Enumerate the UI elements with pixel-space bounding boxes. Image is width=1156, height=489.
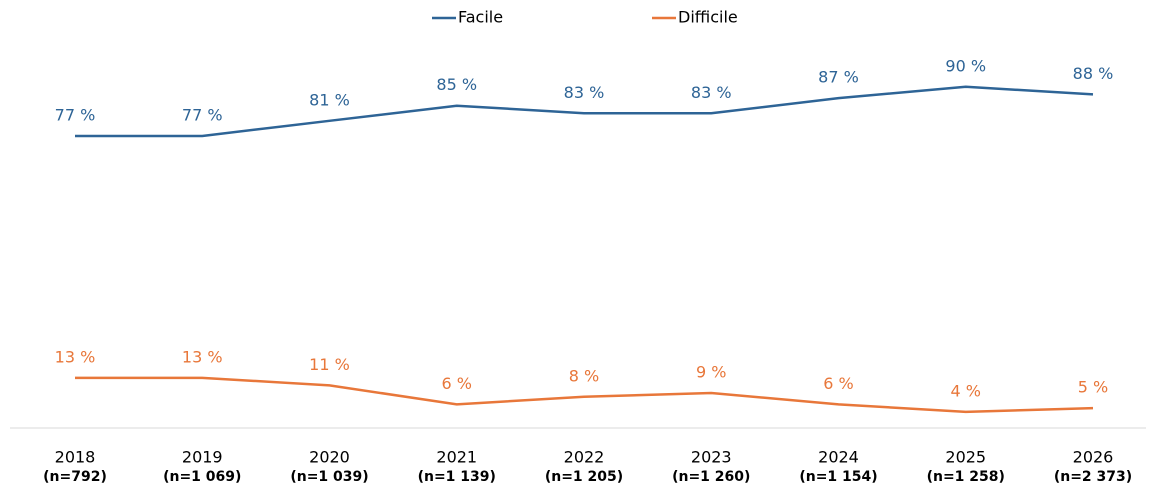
x-tick-note: (n=1 039) (290, 469, 368, 485)
x-tick-note: (n=1 260) (672, 469, 750, 485)
data-label: 4 % (951, 381, 981, 400)
data-label: 9 % (696, 362, 726, 381)
data-label: 85 % (436, 75, 477, 94)
x-tick-label: 2023 (691, 448, 732, 467)
data-label: 13 % (55, 347, 96, 366)
x-tick-label: 2022 (564, 448, 605, 467)
data-label: 5 % (1078, 378, 1108, 397)
x-tick-note: (n=1 069) (163, 469, 241, 485)
x-tick-label: 2021 (436, 448, 477, 467)
x-tick-label: 2018 (55, 448, 96, 467)
x-tick-note: (n=1 139) (418, 469, 496, 485)
x-tick-note: (n=2 373) (1054, 469, 1132, 485)
x-tick-note: (n=792) (43, 469, 107, 485)
data-label: 83 % (691, 83, 732, 102)
x-tick-note: (n=1 258) (927, 469, 1005, 485)
data-label: 8 % (569, 366, 599, 385)
data-label: 81 % (309, 90, 350, 109)
x-tick-label: 2019 (182, 448, 223, 467)
data-label: 11 % (309, 355, 350, 374)
data-label: 77 % (182, 105, 223, 124)
data-label: 90 % (945, 56, 986, 75)
x-tick-note: (n=1 205) (545, 469, 623, 485)
series-line (75, 376, 1094, 414)
x-tick-label: 2020 (309, 448, 350, 467)
data-label: 88 % (1073, 64, 1114, 83)
data-label: 83 % (564, 83, 605, 102)
x-tick-label: 2024 (818, 448, 859, 467)
data-label: 6 % (442, 374, 472, 393)
data-label: 87 % (818, 68, 859, 87)
legend-label: Facile (458, 8, 503, 27)
x-tick-label: 2025 (945, 448, 986, 467)
data-label: 13 % (182, 347, 223, 366)
legend-label: Difficile (678, 8, 738, 27)
series-line (75, 85, 1094, 138)
data-label: 77 % (55, 105, 96, 124)
data-label: 6 % (823, 374, 853, 393)
x-tick-note: (n=1 154) (799, 469, 877, 485)
x-tick-label: 2026 (1073, 448, 1114, 467)
